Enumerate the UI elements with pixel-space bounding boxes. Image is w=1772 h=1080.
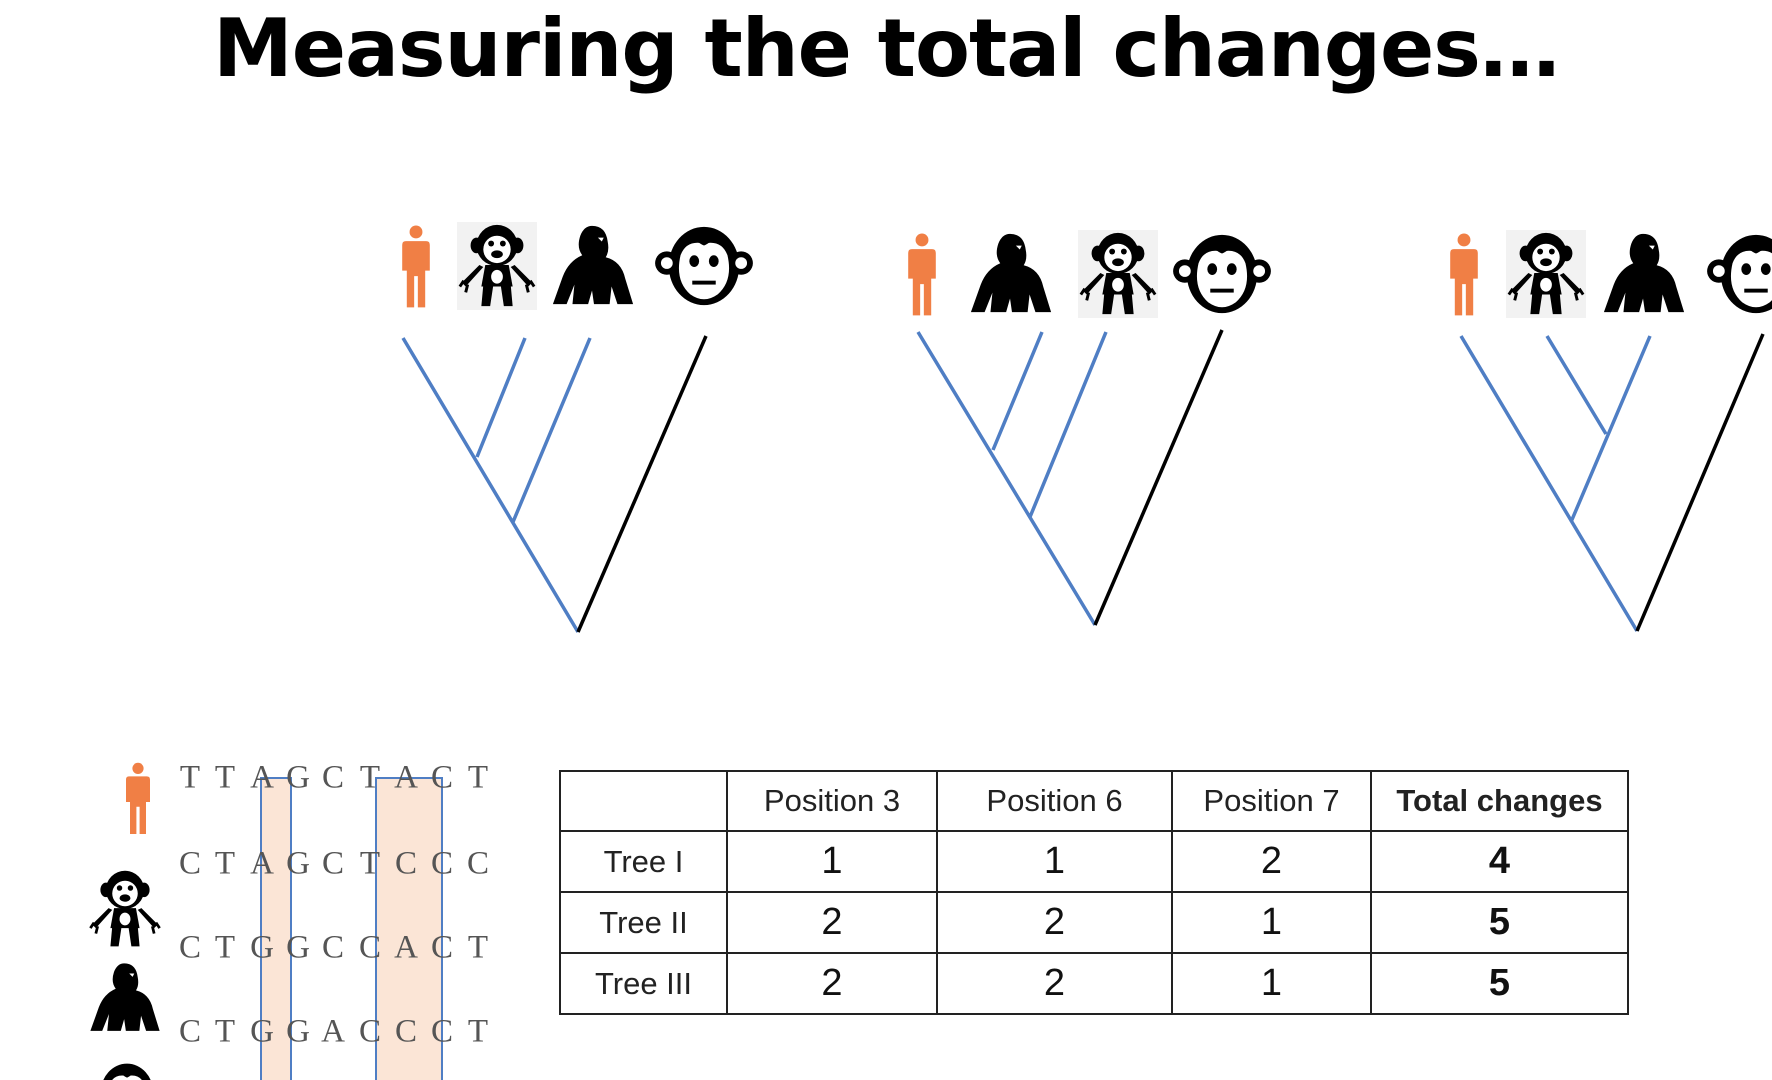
nucleotide: G [286,1014,310,1050]
nucleotide: C [395,1014,417,1050]
row-label: Tree I [559,830,728,893]
gorilla-icon [552,225,634,305]
human-icon [1450,233,1478,316]
nucleotide: T [468,930,488,966]
nucleotide: C [179,1014,201,1050]
table-header-row: Position 3 Position 6 Position 7 Total c… [559,770,1629,832]
sequence-alignment: T T A G C T A C TC T A G C T C C CC T G G C C A C TC T G G A C C C T [88,760,489,1080]
nucleotide: C [431,930,453,966]
nucleotide: A [321,1014,345,1050]
nucleotide: T [215,760,235,796]
nucleotide: T [360,760,380,796]
gorilla-icon [1603,233,1685,313]
table-row: Tree III 2 2 1 5 [559,952,1629,1015]
nucleotide: C [359,1014,381,1050]
tree-3-branches [1459,333,1765,632]
header-position-6: Position 6 [936,770,1173,832]
nucleotide: C [431,760,453,796]
page-title: Measuring the total changes… [213,2,1560,95]
human-icon [908,233,936,316]
nucleotide: G [250,930,274,966]
sequence-rows: T T A G C T A C TC T A G C T C C CC T G G C C A C TC T G G A C C C T [179,760,489,1050]
cell-value: 1 [1171,891,1372,954]
nucleotide: T [180,760,200,796]
nucleotide: C [359,930,381,966]
nucleotide: C [467,846,489,882]
cell-value: 2 [1171,830,1372,893]
nucleotide: T [468,1014,488,1050]
tree-3 [1450,230,1772,632]
cell-value: 1 [936,830,1173,893]
nucleotide: C [322,930,344,966]
cell-value: 2 [726,952,938,1015]
chimp-icon [88,869,162,948]
nucleotide: C [322,760,344,796]
tree-2-branches [916,329,1224,626]
highlight-positions-6-7 [375,777,443,1080]
cell-total: 4 [1370,830,1629,893]
nucleotide: G [250,1014,274,1050]
nucleotide: C [431,1014,453,1050]
nucleotide: T [215,846,235,882]
cell-total: 5 [1370,952,1629,1015]
tree-2-leaves [908,230,1271,318]
nucleotide: A [250,760,274,796]
header-position-3: Position 3 [726,770,938,832]
cell-total: 5 [1370,891,1629,954]
nucleotide: C [179,930,201,966]
cell-value: 2 [936,891,1173,954]
nucleotide: T [215,930,235,966]
monkey-icon [90,1063,164,1080]
table-row: Tree II 2 2 1 5 [559,891,1629,954]
header-position-7: Position 7 [1171,770,1372,832]
human-icon [126,762,150,834]
nucleotide: G [286,930,310,966]
results-table: Position 3 Position 6 Position 7 Total c… [559,770,1629,1015]
nucleotide: C [395,846,417,882]
gorilla-icon [970,233,1052,313]
nucleotide: T [215,1014,235,1050]
cell-value: 1 [726,830,938,893]
table-row: Tree I 1 1 2 4 [559,830,1629,893]
nucleotide: A [250,846,274,882]
nucleotide: C [179,846,201,882]
tree-1 [401,222,753,633]
tree-3-leaves [1450,230,1772,318]
cell-value: 2 [936,952,1173,1015]
cell-value: 1 [1171,952,1372,1015]
nucleotide: G [286,846,310,882]
monkey-icon [1707,234,1772,314]
row-label: Tree II [559,891,728,954]
nucleotide: C [431,846,453,882]
highlight-position-3 [260,777,292,1080]
tree-1-branches [401,335,708,633]
monkey-icon [1173,234,1271,314]
nucleotide: C [322,846,344,882]
nucleotide: A [394,930,418,966]
tree-2 [908,230,1271,626]
nucleotide: A [394,760,418,796]
tree-1-leaves [402,222,753,310]
gorilla-icon [90,963,160,1031]
header-blank [559,770,728,832]
header-total-changes: Total changes [1370,770,1629,832]
nucleotide: T [468,760,488,796]
nucleotide: T [360,846,380,882]
monkey-icon [655,226,753,306]
human-icon [402,225,430,308]
cell-value: 2 [726,891,938,954]
nucleotide: G [286,760,310,796]
row-label: Tree III [559,952,728,1015]
